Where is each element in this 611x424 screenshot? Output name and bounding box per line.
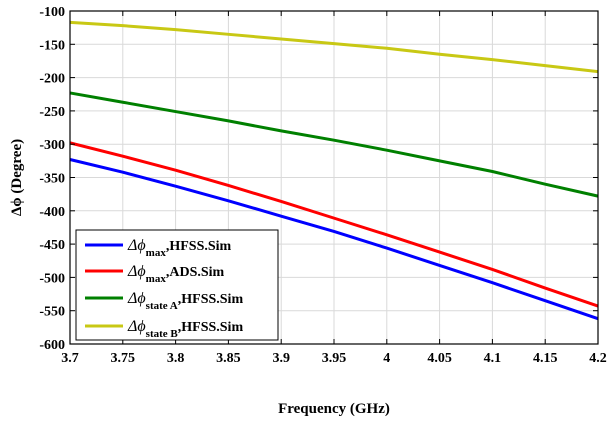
x-tick-label: 4.05 xyxy=(427,351,452,366)
tick-layer xyxy=(69,10,599,345)
series-line-4 xyxy=(69,20,599,74)
x-tick-label: 4 xyxy=(383,351,390,366)
x-tick-label: 3.9 xyxy=(272,351,290,366)
y-tick-label: -350 xyxy=(39,172,65,187)
y-tick-label: -150 xyxy=(39,38,65,53)
legend-item: Δϕmax,HFSS.Sim xyxy=(85,237,232,259)
series-line-1 xyxy=(69,158,599,321)
legend-item: Δϕstate A,HFSS.Sim xyxy=(85,290,243,312)
legend-item: Δϕstate B,HFSS.Sim xyxy=(85,318,243,340)
legend-box xyxy=(75,229,279,341)
y-axis-label: Δϕ (Degree) xyxy=(9,139,25,216)
x-tick-label: 4.1 xyxy=(484,351,502,366)
legend-label: Δϕstate A,HFSS.Sim xyxy=(127,290,243,312)
legend-items: Δϕmax,HFSS.Sim Δϕmax,ADS.Sim Δϕstate A,HFS… xyxy=(85,237,243,340)
y-tick-label: -550 xyxy=(39,305,65,320)
y-tick-label: -600 xyxy=(39,338,65,353)
x-tick-label: 4.15 xyxy=(533,351,558,366)
y-tick-label: -450 xyxy=(39,238,65,253)
series-line-2 xyxy=(69,141,599,308)
y-tick-label: -200 xyxy=(39,72,65,87)
x-tick-label: 4.2 xyxy=(589,351,607,366)
x-axis-label: Frequency (GHz) xyxy=(278,401,390,417)
legend-item: Δϕmax,ADS.Sim xyxy=(85,263,225,285)
legend-label: Δϕmax,HFSS.Sim xyxy=(127,237,232,259)
x-tick-label: 3.85 xyxy=(216,351,241,366)
y-tick-label: -300 xyxy=(39,138,65,153)
legend-label: Δϕstate B,HFSS.Sim xyxy=(127,318,243,340)
legend-label: Δϕmax,ADS.Sim xyxy=(127,263,225,285)
series-layer xyxy=(69,20,599,321)
x-tick-label: 3.7 xyxy=(61,351,79,366)
x-tick-label: 3.8 xyxy=(167,351,185,366)
legend: Δϕmax,HFSS.Sim Δϕmax,ADS.Sim Δϕstate A,HFS… xyxy=(75,229,279,341)
x-tick-label: 3.75 xyxy=(111,351,136,366)
series-line-3 xyxy=(69,91,599,198)
x-tick-label: 3.95 xyxy=(322,351,347,366)
y-tick-label: -250 xyxy=(39,105,65,120)
y-tick-label: -100 xyxy=(39,5,65,20)
y-tick-labels: -100 -150 -200 -250 -300 -350 -400 -450 -500 -550… xyxy=(39,5,65,353)
y-tick-label: -400 xyxy=(39,205,65,220)
y-tick-label: -500 xyxy=(39,271,65,286)
x-tick-labels: 3.7 3.75 3.8 3.85 3.9 3.95 4 4.05 4.1 4.15 4.2 xyxy=(61,351,607,366)
